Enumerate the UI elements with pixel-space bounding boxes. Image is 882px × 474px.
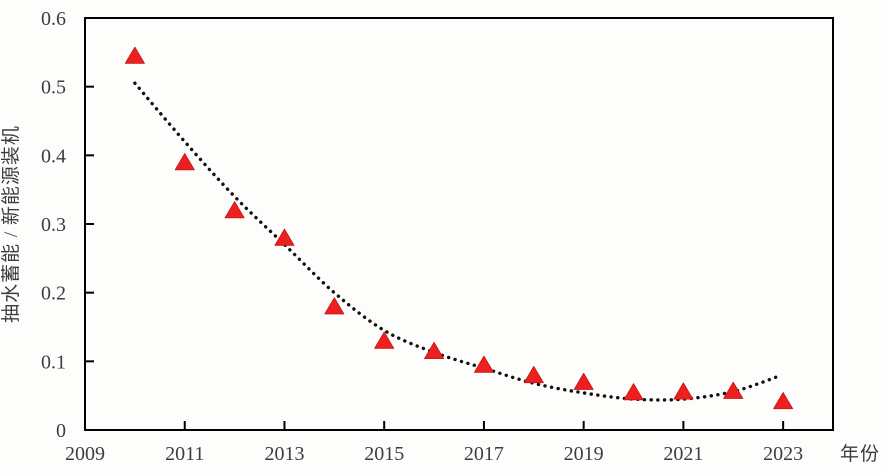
y-tick-label: 0.5 — [41, 77, 66, 99]
plot-frame — [84, 17, 834, 431]
data-point-triangle — [174, 153, 195, 171]
y-tick-label: 0.4 — [41, 145, 66, 167]
trendline-dotted — [133, 81, 780, 402]
x-tick-label: 2013 — [264, 443, 304, 465]
y-axis-title: 抽水蓄能 / 新能源装机 — [0, 125, 22, 323]
data-point-triangle — [324, 297, 345, 315]
data-point-triangle — [723, 381, 744, 399]
x-tick-label: 2017 — [464, 443, 504, 465]
y-tick-label: 0.2 — [41, 283, 66, 305]
y-tick-label: 0.3 — [41, 214, 66, 236]
x-tick-label: 2009 — [65, 443, 105, 465]
x-tick-label: 2023 — [763, 443, 803, 465]
y-tick-label: 0 — [56, 420, 66, 442]
data-point-triangle — [673, 382, 694, 400]
data-point-triangle — [124, 46, 145, 64]
data-point-triangle — [623, 383, 644, 401]
y-tick-label: 0.6 — [41, 8, 66, 30]
data-point-triangle — [374, 331, 395, 349]
data-point-triangle — [473, 355, 494, 373]
y-tick-label: 0.1 — [41, 351, 66, 373]
data-point-triangle — [224, 201, 245, 219]
x-tick-label: 2019 — [564, 443, 604, 465]
data-point-triangle — [424, 341, 445, 360]
x-axis-title: 年份 — [840, 443, 880, 465]
data-point-triangle — [773, 392, 794, 410]
x-tick-label: 2021 — [663, 443, 703, 465]
data-point-triangle — [523, 365, 544, 384]
x-tick-label: 2015 — [364, 443, 404, 465]
x-tick-label: 2011 — [165, 443, 204, 465]
data-point-triangle — [573, 372, 594, 390]
data-point-triangle — [274, 228, 295, 246]
